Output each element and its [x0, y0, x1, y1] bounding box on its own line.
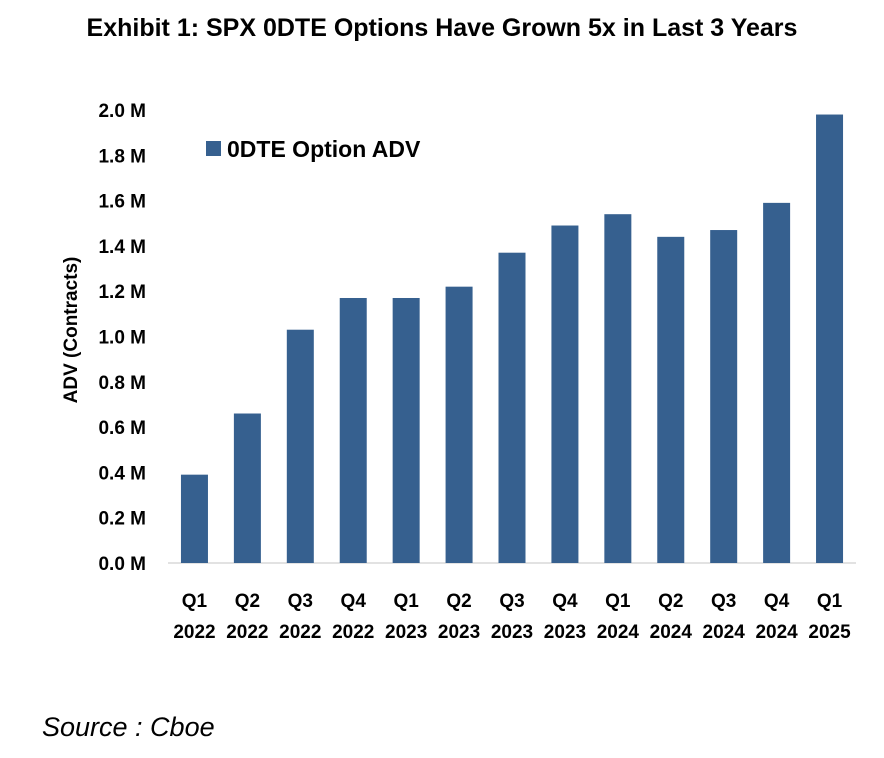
x-tick-label: Q1	[393, 591, 419, 612]
bar-chart: 0.0 M 0.2 M 0.4 M 0.6 M 0.8 M 1.0 M 1.2 M 1.4 M…	[61, 101, 856, 643]
x-tick-label: Q4	[552, 591, 578, 612]
x-tick-label: 2022	[332, 622, 374, 643]
x-tick-label: Q1	[182, 591, 208, 612]
x-tick-label: 2024	[597, 622, 640, 643]
bar	[816, 114, 844, 563]
x-tick-label: 2024	[755, 622, 798, 643]
bar	[551, 225, 579, 563]
bar	[710, 230, 738, 564]
x-tick-label: 2023	[544, 622, 586, 643]
x-tick-label: 2022	[226, 622, 268, 643]
x-tick-label: Q3	[288, 591, 313, 612]
x-tick-label: 2025	[808, 622, 851, 643]
bar	[498, 252, 526, 563]
legend-label: 0DTE Option ADV	[227, 136, 421, 162]
y-tick-label: 1.2 M	[98, 282, 146, 303]
x-tick-label: Q1	[605, 591, 631, 612]
y-tick-label: 1.0 M	[98, 328, 146, 349]
x-tick-label: Q2	[446, 591, 471, 612]
bar	[763, 202, 791, 564]
y-tick-label: 1.6 M	[98, 192, 146, 213]
x-tick-label: Q1	[817, 591, 843, 612]
x-tick-label: Q4	[341, 591, 367, 612]
y-tick-label: 1.4 M	[98, 237, 146, 258]
y-tick-label: 0.4 M	[98, 463, 146, 484]
x-tick-label: 2023	[438, 622, 480, 643]
y-tick-label: 1.8 M	[98, 146, 146, 167]
chart-title: Exhibit 1: SPX 0DTE Options Have Grown 5…	[86, 14, 798, 42]
bar	[286, 329, 314, 563]
x-tick-label: 2023	[491, 622, 533, 643]
x-tick-label: 2022	[279, 622, 321, 643]
bar	[392, 297, 420, 563]
x-tick-label: Q4	[764, 591, 790, 612]
y-tick-label: 0.2 M	[98, 509, 146, 530]
bar	[657, 236, 685, 563]
x-tick-label: 2022	[173, 622, 215, 643]
x-tick-label: Q2	[658, 591, 683, 612]
bar	[339, 297, 367, 563]
x-tick-label: Q3	[711, 591, 736, 612]
legend-swatch	[206, 141, 221, 156]
bar	[445, 286, 473, 563]
x-tick-label: Q2	[235, 591, 260, 612]
bar	[180, 474, 208, 563]
y-tick-label: 0.8 M	[98, 373, 146, 394]
y-axis-label: ADV (Contracts)	[61, 257, 82, 404]
x-tick-label: Q3	[499, 591, 524, 612]
y-tick-label: 0.0 M	[98, 554, 146, 575]
bar	[233, 413, 261, 563]
source-note: Source : Cboe	[42, 712, 215, 742]
x-tick-label: 2023	[385, 622, 427, 643]
x-tick-label: 2024	[650, 622, 693, 643]
y-tick-label: 0.6 M	[98, 418, 146, 439]
bar	[604, 214, 632, 563]
x-tick-label: 2024	[703, 622, 746, 643]
y-tick-label: 2.0 M	[98, 101, 146, 122]
